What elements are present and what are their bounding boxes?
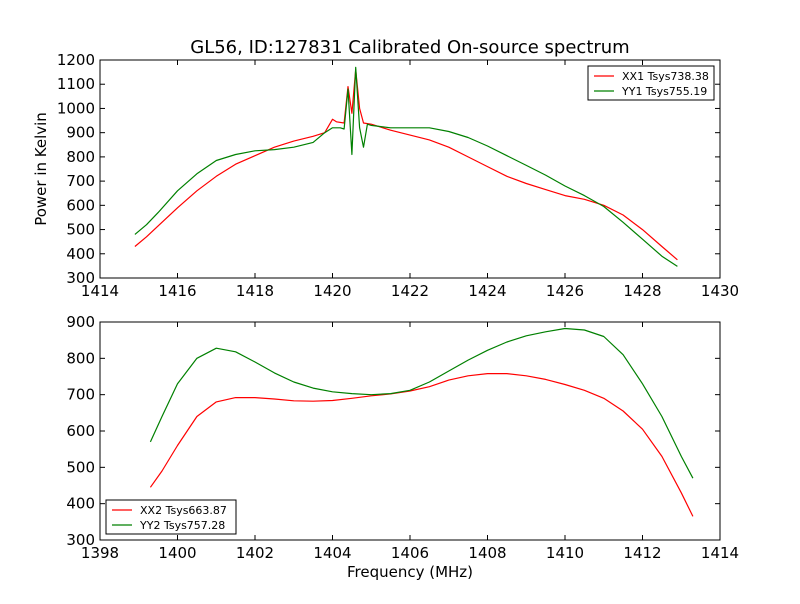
- bottom-x-tick-label: 1404: [313, 544, 351, 562]
- top-y-axis-label: Power in Kelvin: [32, 112, 50, 226]
- bottom-legend-entry-2: YY2 Tsys757.28: [139, 519, 225, 532]
- top-y-tick-label: 900: [66, 124, 95, 142]
- bottom-x-tick-label: 1408: [468, 544, 506, 562]
- bottom-x-tick-label: 1398: [81, 544, 119, 562]
- bottom-series-line-2: [149, 327, 694, 479]
- top-y-tick-label: 1100: [57, 75, 95, 93]
- bottom-legend-box: [105, 499, 237, 535]
- top-y-tick-label: 1000: [57, 99, 95, 117]
- bottom-series-line-1: [149, 373, 694, 517]
- top-x-tick-label: 1420: [313, 282, 351, 300]
- top-x-tick-label: 1430: [701, 282, 739, 300]
- top-x-tick-label: 1428: [623, 282, 661, 300]
- top-x-tick-label: 1422: [391, 282, 429, 300]
- bottom-plot-area: 1398 1400 1402 1404 1406 1408 1410 1412 1414 300 4…: [66, 313, 739, 562]
- top-x-tick-label: 1424: [468, 282, 506, 300]
- top-x-tick-label: 1416: [158, 282, 196, 300]
- top-plot-area: 1414 1416 1418 1420 1422 1424 1426 1428 1430 300 4…: [57, 51, 739, 300]
- bottom-y-tick-label: 900: [66, 313, 95, 331]
- top-series-line-1: [134, 69, 678, 261]
- top-x-tick-label: 1418: [236, 282, 274, 300]
- bottom-x-tick-label: 1402: [236, 544, 274, 562]
- bottom-x-axis-label: Frequency (MHz): [347, 563, 473, 581]
- top-y-tick-label: 600: [66, 196, 95, 214]
- bottom-y-tick-label: 800: [66, 349, 95, 367]
- top-y-tick-label: 500: [66, 221, 95, 239]
- top-legend: XX1 Tsys738.38 YY1 Tsys755.19: [587, 65, 715, 101]
- top-y-tick-label: 400: [66, 245, 95, 263]
- top-series-line-2: [134, 66, 678, 267]
- top-y-tick-label: 300: [66, 269, 95, 287]
- top-x-tick-label: 1414: [81, 282, 119, 300]
- top-legend-box: [587, 65, 715, 101]
- top-x-tick-label: 1426: [546, 282, 584, 300]
- bottom-y-tick-label: 400: [66, 495, 95, 513]
- top-legend-entry-1: XX1 Tsys738.38: [622, 70, 709, 83]
- bottom-x-tick-label: 1406: [391, 544, 429, 562]
- bottom-x-tick-label: 1414: [701, 544, 739, 562]
- bottom-legend: XX2 Tsys663.87 YY2 Tsys757.28: [105, 499, 237, 535]
- bottom-y-tick-label: 600: [66, 422, 95, 440]
- bottom-x-tick-label: 1400: [158, 544, 196, 562]
- top-legend-entry-2: YY1 Tsys755.19: [621, 85, 707, 98]
- bottom-y-tick-label: 700: [66, 386, 95, 404]
- bottom-y-tick-label: 500: [66, 458, 95, 476]
- top-y-tick-label: 1200: [57, 51, 95, 69]
- chart-title: GL56, ID:127831 Calibrated On-source spe…: [190, 37, 629, 58]
- bottom-legend-entry-1: XX2 Tsys663.87: [140, 504, 227, 517]
- top-y-tick-label: 700: [66, 172, 95, 190]
- bottom-x-tick-label: 1410: [546, 544, 584, 562]
- bottom-x-tick-label: 1412: [623, 544, 661, 562]
- top-y-tick-label: 800: [66, 148, 95, 166]
- bottom-y-tick-label: 300: [66, 531, 95, 549]
